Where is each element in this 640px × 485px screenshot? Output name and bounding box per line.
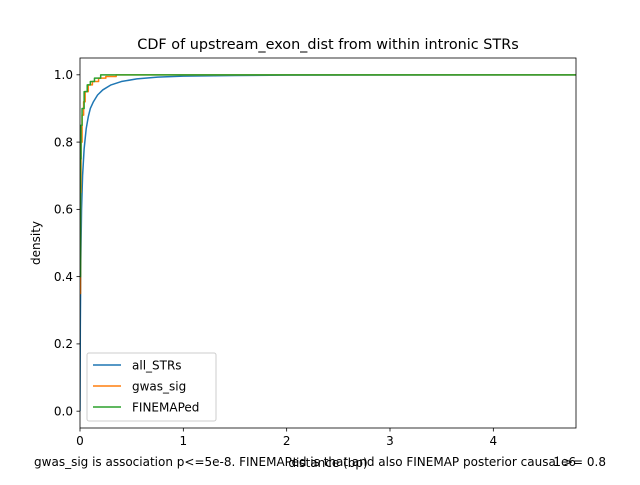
series-line-finemaped [80, 74, 576, 278]
caption: gwas_sig is association p<=5e-8. FINEMAP… [34, 455, 606, 469]
y-tick-label: 0.0 [54, 404, 73, 418]
chart-title: CDF of upstream_exon_dist from within in… [137, 37, 518, 53]
x-tick-label: 3 [386, 434, 394, 448]
series-layer [80, 74, 576, 412]
legend-box [86, 352, 217, 422]
plot-frame [79, 57, 577, 429]
y-tick-label: 0.2 [54, 337, 73, 351]
legend-label-finemaped: FINEMAPed [132, 401, 199, 415]
y-tick-label: 1.0 [54, 68, 73, 82]
x-tick-label: 1 [180, 434, 188, 448]
x-axis-label: distance (bp) [288, 456, 367, 470]
x-tick-label: 4 [490, 434, 498, 448]
series-line-all-strs [80, 74, 576, 412]
y-tick-label: 0.6 [54, 203, 73, 217]
y-tick-label: 0.8 [54, 135, 73, 149]
legend: all_STRs gwas_sig FINEMAPed [86, 352, 217, 422]
y-axis-label: density [29, 221, 43, 265]
y-tick-label: 0.4 [54, 270, 73, 284]
tick-layer: 0 1 2 3 4 0.0 0.2 0.4 0.6 0.8 1.0 [54, 68, 497, 448]
legend-label-gwas-sig: gwas_sig [132, 380, 186, 394]
legend-label-all-strs: all_STRs [132, 359, 182, 373]
x-tick-label: 2 [283, 434, 291, 448]
x-tick-label: 0 [76, 434, 84, 448]
x-offset-label: 1e6 [553, 455, 576, 469]
